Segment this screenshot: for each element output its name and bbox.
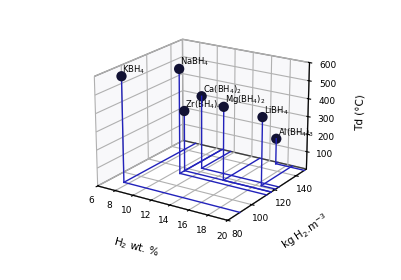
X-axis label: H$_2$ wt. %: H$_2$ wt. % [112,234,160,260]
Y-axis label: kg H$_2$.m$^{-3}$: kg H$_2$.m$^{-3}$ [278,210,332,253]
